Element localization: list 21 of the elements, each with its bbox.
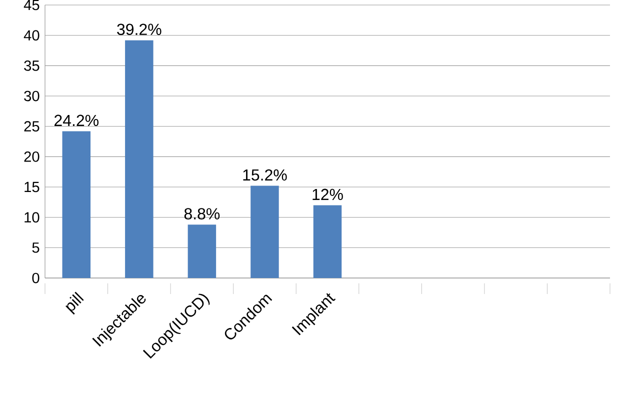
y-tick-label: 35 (24, 60, 40, 71)
y-tick-label: 5 (32, 242, 40, 253)
bar (313, 205, 342, 278)
y-tick-label: 30 (24, 90, 40, 102)
bar (188, 224, 216, 278)
y-tick-label: 0 (32, 272, 40, 284)
data-label: 15.2% (243, 169, 287, 181)
bar (125, 40, 154, 278)
bar (62, 131, 91, 278)
data-label: 8.8% (184, 208, 220, 220)
y-tick-label: 10 (24, 212, 40, 223)
bar (250, 186, 279, 278)
data-label: 24.2% (54, 114, 98, 126)
data-label: 39.2% (117, 24, 162, 36)
y-tick-label: 45 (24, 0, 40, 10)
x-tick-label: pill (66, 292, 84, 315)
data-label: 12% (312, 188, 343, 200)
y-tick-label: 25 (24, 121, 40, 132)
y-tick-label: 40 (24, 30, 40, 41)
y-tick-label: 20 (24, 151, 40, 162)
y-tick-label: 15 (24, 182, 40, 192)
